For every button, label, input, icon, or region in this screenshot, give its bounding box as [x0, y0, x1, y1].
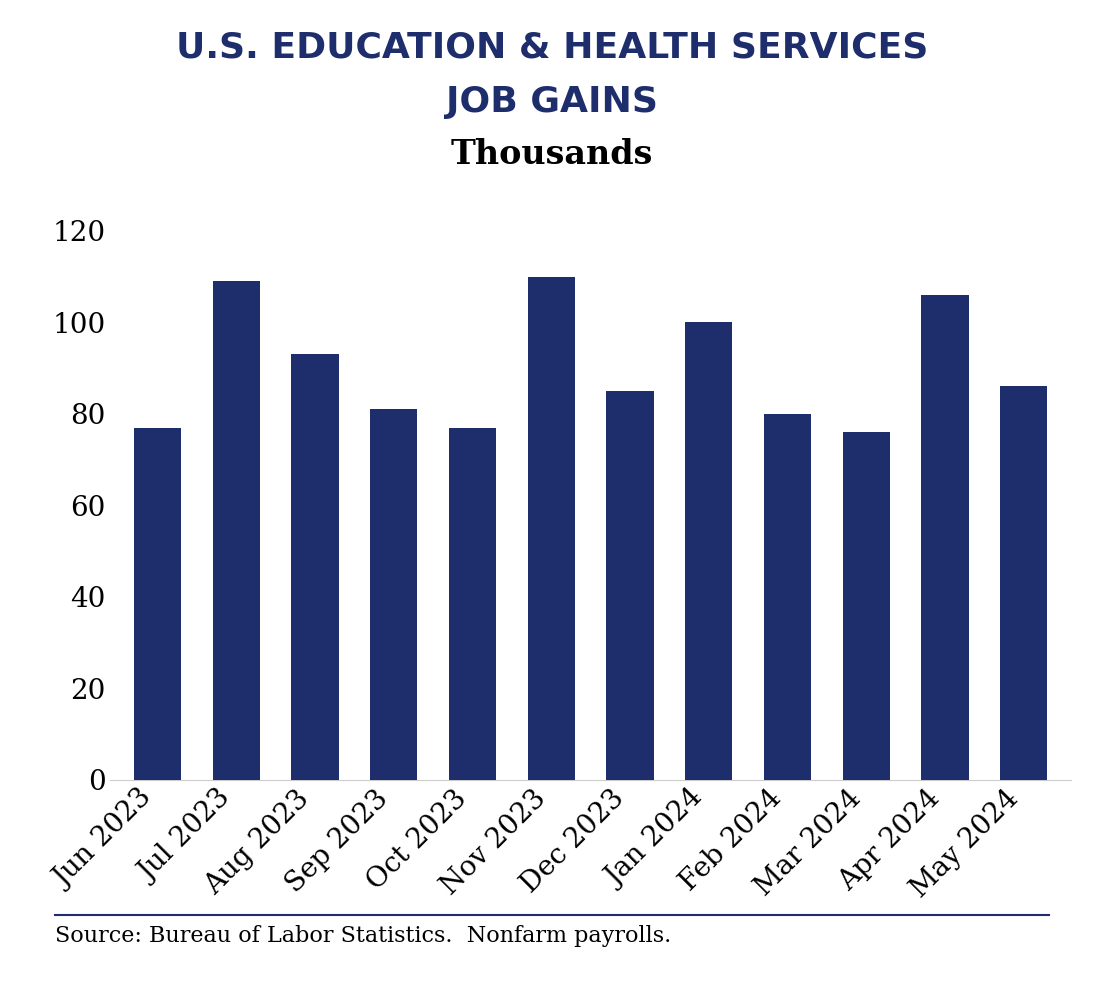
Bar — [449, 428, 496, 780]
Bar — [764, 414, 811, 780]
Bar — [686, 322, 732, 780]
Bar — [528, 277, 575, 780]
Bar — [842, 432, 890, 780]
Bar — [213, 281, 259, 780]
Text: U.S. EDUCATION & HEALTH SERVICES: U.S. EDUCATION & HEALTH SERVICES — [176, 30, 928, 64]
Text: Thousands: Thousands — [450, 138, 654, 171]
Bar — [134, 428, 181, 780]
Text: Source: Bureau of Labor Statistics.  Nonfarm payrolls.: Source: Bureau of Labor Statistics. Nonf… — [55, 925, 671, 947]
Bar — [1000, 386, 1048, 780]
Bar — [291, 354, 339, 780]
Bar — [922, 295, 968, 780]
Bar — [606, 391, 654, 780]
Text: JOB GAINS: JOB GAINS — [446, 85, 658, 119]
Bar — [370, 409, 417, 780]
